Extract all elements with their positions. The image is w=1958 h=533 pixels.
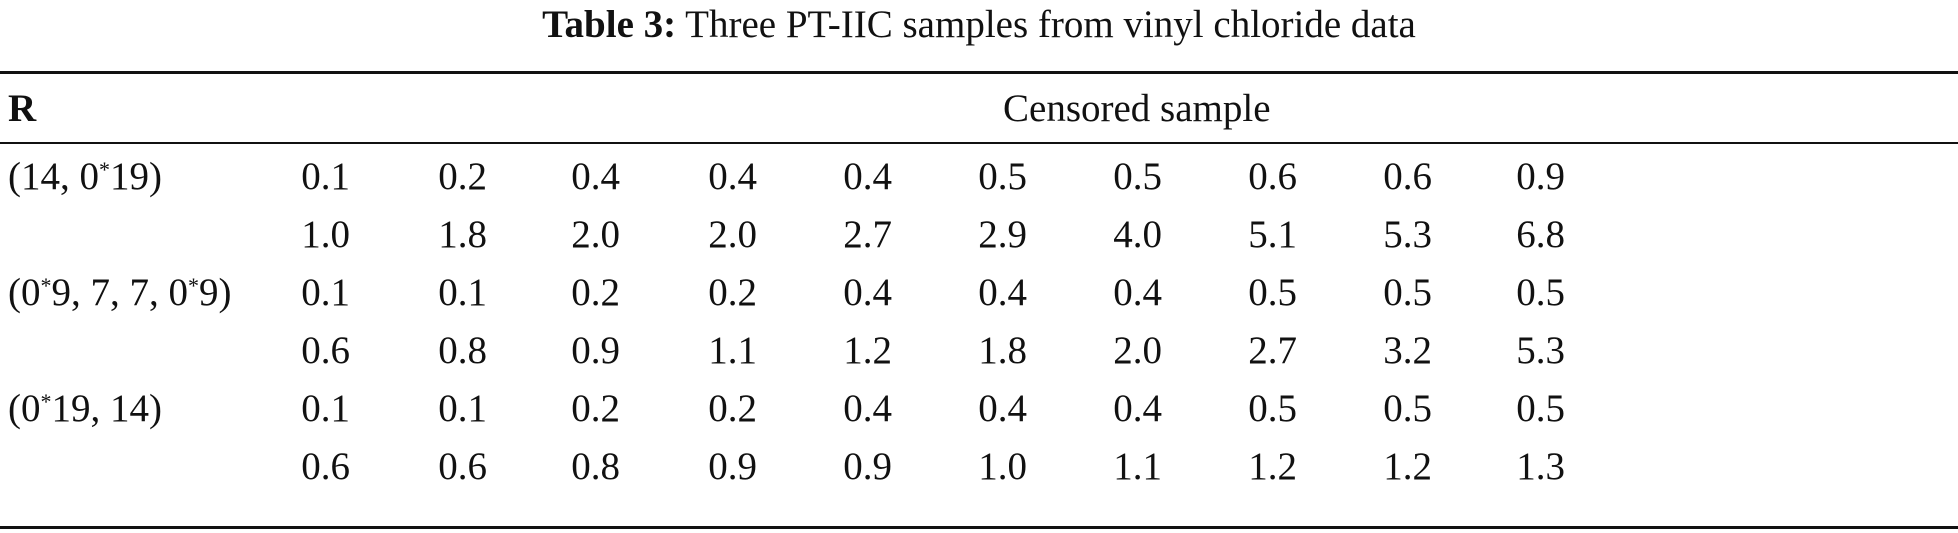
table-cell: 0.2 bbox=[708, 387, 757, 430]
table-cell: 0.5 bbox=[978, 155, 1027, 198]
table-cell: 1.8 bbox=[438, 213, 487, 256]
table-row: (14, 0*19) 0.1 0.2 0.4 0.4 0.4 0.5 0.5 0.6 0.6 0.9 bbox=[0, 152, 1958, 212]
table-cell: 2.9 bbox=[978, 213, 1027, 256]
table-cell: 0.6 bbox=[1383, 155, 1432, 198]
table-cell: 0.6 bbox=[1248, 155, 1297, 198]
table-row: (0*19, 14) 0.1 0.1 0.2 0.2 0.4 0.4 0.4 0.5 0.5 0.5 bbox=[0, 384, 1958, 444]
table-cell: 1.2 bbox=[1383, 445, 1432, 488]
row-r-label: (0*19, 14) bbox=[8, 384, 162, 434]
table-title: Three PT-IIC samples from vinyl chloride… bbox=[685, 3, 1416, 46]
table-cell: 0.2 bbox=[571, 271, 620, 314]
r-label-asterisk: * bbox=[40, 389, 52, 414]
table-cell: 1.0 bbox=[301, 213, 350, 256]
table-cell: 0.9 bbox=[708, 445, 757, 488]
table-cell: 0.1 bbox=[301, 155, 350, 198]
table-cell: 0.4 bbox=[843, 271, 892, 314]
r-label-part: 9) bbox=[199, 271, 232, 314]
table-cell: 0.8 bbox=[571, 445, 620, 488]
table-cell: 0.1 bbox=[438, 387, 487, 430]
table-cell: 0.4 bbox=[708, 155, 757, 198]
table-cell: 0.4 bbox=[843, 155, 892, 198]
table-cell: 2.0 bbox=[708, 213, 757, 256]
table-cell: 0.6 bbox=[438, 445, 487, 488]
header-rule bbox=[0, 142, 1958, 144]
table-cell: 0.5 bbox=[1383, 387, 1432, 430]
table-row: 0.6 0.6 0.8 0.9 0.9 1.0 1.1 1.2 1.2 1.3 bbox=[0, 442, 1958, 502]
table-cell: 0.2 bbox=[438, 155, 487, 198]
table-cell: 0.4 bbox=[843, 387, 892, 430]
table-cell: 6.8 bbox=[1516, 213, 1565, 256]
r-label-part: 19) bbox=[110, 155, 162, 198]
table-cell: 2.7 bbox=[1248, 329, 1297, 372]
table-cell: 5.3 bbox=[1383, 213, 1432, 256]
table-cell: 0.4 bbox=[1113, 271, 1162, 314]
table-cell: 0.9 bbox=[843, 445, 892, 488]
table-cell: 0.9 bbox=[1516, 155, 1565, 198]
table-cell: 4.0 bbox=[1113, 213, 1162, 256]
table-cell: 5.3 bbox=[1516, 329, 1565, 372]
table-cell: 2.0 bbox=[571, 213, 620, 256]
table-cell: 0.4 bbox=[571, 155, 620, 198]
table-row: (0*9, 7, 7, 0*9) 0.1 0.1 0.2 0.2 0.4 0.4 0.4 0.5… bbox=[0, 268, 1958, 328]
table-cell: 0.5 bbox=[1383, 271, 1432, 314]
table-cell: 0.5 bbox=[1248, 271, 1297, 314]
table-cell: 0.6 bbox=[301, 329, 350, 372]
r-label-asterisk: * bbox=[40, 273, 52, 298]
row-r-label: (0*9, 7, 7, 0*9) bbox=[8, 268, 232, 318]
table-cell: 0.2 bbox=[708, 271, 757, 314]
table-cell: 0.6 bbox=[301, 445, 350, 488]
table-cell: 0.5 bbox=[1113, 155, 1162, 198]
table-cell: 2.0 bbox=[1113, 329, 1162, 372]
table-cell: 0.9 bbox=[571, 329, 620, 372]
table-cell: 0.2 bbox=[571, 387, 620, 430]
r-label-part: 19, 14) bbox=[51, 387, 163, 430]
table-cell: 0.1 bbox=[438, 271, 487, 314]
r-label-part: (0 bbox=[8, 271, 41, 314]
table-cell: 0.4 bbox=[1113, 387, 1162, 430]
r-label-asterisk: * bbox=[99, 157, 110, 182]
table-cell: 1.2 bbox=[1248, 445, 1297, 488]
table-cell: 1.1 bbox=[708, 329, 757, 372]
table-row: 1.0 1.8 2.0 2.0 2.7 2.9 4.0 5.1 5.3 6.8 bbox=[0, 210, 1958, 270]
row-r-label: (14, 0*19) bbox=[8, 152, 162, 202]
table-cell: 1.3 bbox=[1516, 445, 1565, 488]
r-label-part: 9, 7, 7, 0 bbox=[51, 271, 189, 314]
table-cell: 3.2 bbox=[1383, 329, 1432, 372]
table-cell: 0.1 bbox=[301, 271, 350, 314]
header-censored-sample: Censored sample bbox=[1003, 87, 1271, 130]
table-cell: 0.5 bbox=[1516, 271, 1565, 314]
table-cell: 5.1 bbox=[1248, 213, 1297, 256]
table-caption: Table 3: Three PT-IIC samples from vinyl… bbox=[0, 0, 1958, 60]
table-cell: 1.0 bbox=[978, 445, 1027, 488]
table-cell: 0.5 bbox=[1516, 387, 1565, 430]
r-label-part: (14, 0 bbox=[8, 155, 99, 198]
table-cell: 1.8 bbox=[978, 329, 1027, 372]
r-label-part: (0 bbox=[8, 387, 41, 430]
table-cell: 0.4 bbox=[978, 387, 1027, 430]
table-cell: 0.4 bbox=[978, 271, 1027, 314]
table-cell: 0.8 bbox=[438, 329, 487, 372]
table-cell: 1.2 bbox=[843, 329, 892, 372]
r-label-asterisk: * bbox=[188, 273, 199, 298]
top-rule bbox=[0, 71, 1958, 74]
table-label: Table 3: bbox=[542, 3, 677, 46]
table-cell: 0.5 bbox=[1248, 387, 1297, 430]
header-r: R bbox=[8, 87, 37, 130]
table-cell: 2.7 bbox=[843, 213, 892, 256]
table-cell: 1.1 bbox=[1113, 445, 1162, 488]
table-cell: 0.1 bbox=[301, 387, 350, 430]
bottom-rule bbox=[0, 526, 1958, 529]
table-row: 0.6 0.8 0.9 1.1 1.2 1.8 2.0 2.7 3.2 5.3 bbox=[0, 326, 1958, 386]
